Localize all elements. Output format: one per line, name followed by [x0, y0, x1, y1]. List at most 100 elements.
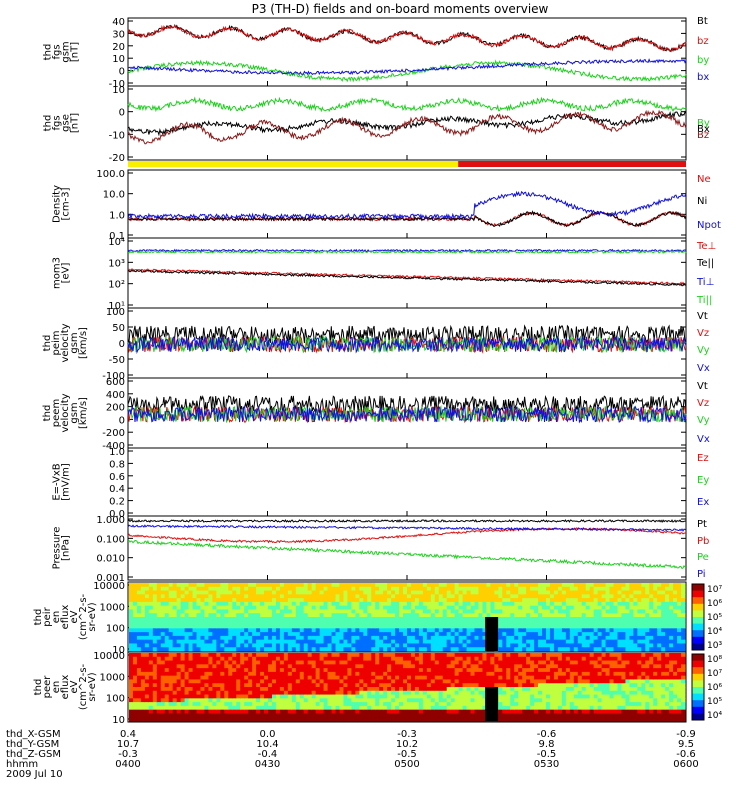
spectrogram-cell — [180, 694, 186, 699]
spectrogram-cell — [494, 590, 499, 595]
spectrogram-cell — [375, 647, 380, 652]
spectrogram-cell — [184, 601, 190, 607]
spectrogram-cell — [375, 694, 380, 699]
spectrogram-cell — [454, 705, 460, 711]
spectrogram-cell — [343, 653, 349, 658]
spectrogram-cell — [176, 609, 182, 614]
spectrogram-cell — [458, 617, 464, 622]
spectrogram-cell — [295, 653, 301, 658]
spectrogram-cell — [553, 632, 559, 637]
spectrogram-cell — [228, 609, 233, 614]
spectrogram-cell — [549, 702, 555, 707]
spectrogram-cell — [518, 709, 523, 715]
spectrogram-cell — [601, 609, 607, 614]
spectrogram-cell — [264, 586, 269, 592]
spectrogram-cell — [585, 709, 591, 715]
panel-peem_velocity: 6004002000-200-400thdpeemvelocitygsm[km/… — [42, 377, 710, 452]
spectrogram-cell — [589, 643, 595, 648]
spectrogram-cell — [184, 617, 190, 622]
spectrogram-cell — [311, 690, 317, 696]
spectrogram-cell — [343, 632, 349, 637]
spectrogram-cell — [561, 656, 567, 662]
spectrogram-cell — [256, 613, 261, 618]
spectrogram-cell — [129, 605, 134, 611]
spectrogram-cell — [299, 639, 305, 645]
spectrogram-cell — [490, 590, 495, 595]
spectrogram-cell — [355, 590, 360, 595]
spectrogram-cell — [518, 643, 523, 648]
spectrogram-cell — [260, 709, 265, 715]
spectrogram-cell — [613, 635, 619, 641]
spectrogram-cell — [414, 632, 420, 637]
spectrogram-cell — [625, 643, 630, 648]
spectrogram-cell — [462, 609, 468, 614]
spectrogram-cell — [466, 586, 472, 592]
spectrogram-cell — [367, 705, 372, 711]
spectrogram-cell — [470, 690, 476, 696]
spectrogram-cell — [403, 643, 408, 648]
spectrogram-cell — [140, 679, 146, 684]
spectrogram-cell — [546, 705, 551, 711]
spectrogram-cell — [462, 698, 468, 703]
spectrogram-cell — [136, 628, 142, 633]
spectrogram-cell — [391, 632, 396, 637]
spectrogram-cell — [514, 605, 519, 611]
spectrogram-cell — [407, 601, 412, 607]
spectrogram-cell — [311, 583, 317, 588]
spectrogram-cell — [164, 594, 170, 599]
spectrogram-cell — [410, 617, 416, 622]
spectrogram-cell — [673, 601, 678, 607]
spectrogram-cell — [426, 620, 432, 626]
spectrogram-cell — [192, 679, 198, 684]
spectrogram-cell — [410, 675, 416, 681]
spectrogram-cell — [542, 687, 547, 692]
spectrogram-cell — [657, 643, 662, 648]
spectrogram-cell — [319, 617, 325, 622]
spectrogram-cell — [140, 687, 146, 692]
spectrogram-cell — [474, 617, 480, 622]
spectrogram-cell — [136, 643, 142, 648]
spectrogram-cell — [240, 601, 245, 607]
spectrogram-cell — [184, 613, 190, 618]
spectrogram-cell — [224, 717, 229, 722]
spectrogram-cell — [522, 590, 527, 595]
spectrogram-cell — [311, 628, 317, 633]
spectrogram-cell — [625, 628, 630, 633]
y-tick-label: 10000 — [93, 581, 125, 592]
spectrogram-cell — [220, 632, 225, 637]
spectrogram-cell — [168, 598, 174, 603]
spectrogram-cell — [462, 694, 468, 699]
spectrogram-cell — [152, 687, 158, 692]
spectrogram-cell — [367, 609, 372, 614]
spectrogram-cell — [343, 590, 349, 595]
spectrogram-cell — [637, 620, 642, 626]
spectrogram-cell — [240, 632, 245, 637]
spectrogram-cell — [196, 628, 202, 633]
spectrogram-cell — [466, 679, 472, 684]
spectrogram-cell — [665, 590, 670, 595]
spectrogram-cell — [510, 609, 515, 614]
spectrogram-cell — [653, 643, 658, 648]
spectrogram-cell — [144, 620, 150, 626]
spectrogram-cell — [403, 653, 408, 658]
spectrogram-cell — [180, 647, 186, 652]
spectrogram-cell — [335, 709, 341, 715]
spectrogram-cell — [160, 698, 166, 703]
spectrogram-cell — [673, 590, 678, 595]
spectrogram-cell — [677, 590, 682, 595]
spectrogram-cell — [148, 609, 154, 614]
spectrogram-cell — [224, 702, 229, 707]
spectrogram-cell — [287, 632, 293, 637]
spectrogram-cell — [414, 690, 420, 696]
spectrogram-cell — [534, 690, 539, 696]
spectrogram-cell — [407, 679, 412, 684]
spectrogram-cell — [323, 698, 329, 703]
spectrogram-cell — [585, 675, 591, 681]
spectrogram-cell — [391, 702, 396, 707]
spectrogram-cell — [561, 583, 567, 588]
spectrogram-cell — [625, 632, 630, 637]
spectrogram-cell — [335, 639, 341, 645]
spectrogram-cell — [450, 671, 456, 677]
spectrogram-cell — [323, 609, 329, 614]
spectrogram-cell — [502, 656, 507, 662]
